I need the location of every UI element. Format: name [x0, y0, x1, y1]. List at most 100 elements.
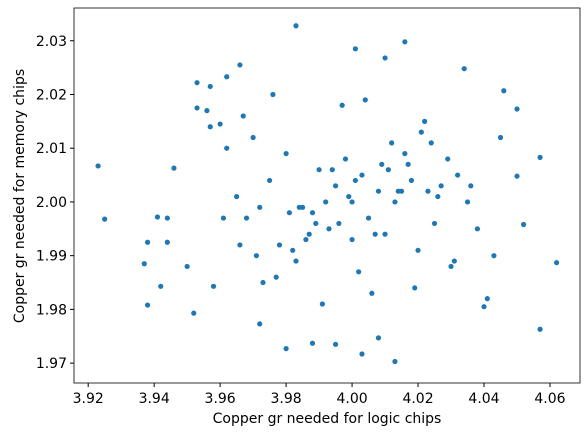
point — [319, 301, 325, 307]
point — [240, 113, 246, 119]
point — [286, 210, 292, 216]
point — [464, 199, 471, 205]
point — [342, 156, 349, 162]
point — [243, 215, 250, 221]
point — [95, 163, 101, 169]
point — [237, 62, 243, 68]
point — [171, 165, 177, 171]
y-tick-label: 1.98 — [36, 302, 67, 318]
y-tick-label: 1.99 — [36, 249, 67, 265]
point — [306, 231, 312, 237]
point — [481, 304, 487, 310]
y-tick-label: 2.01 — [36, 141, 67, 157]
point — [332, 183, 339, 189]
point — [293, 258, 299, 264]
point — [412, 285, 418, 291]
point — [520, 221, 527, 228]
y-tick-label: 1.97 — [36, 356, 67, 372]
point — [379, 161, 385, 167]
point — [313, 220, 319, 227]
point — [402, 150, 408, 157]
point — [415, 247, 421, 253]
point — [455, 172, 461, 178]
point — [224, 74, 230, 80]
point — [224, 145, 230, 151]
point — [362, 97, 368, 103]
point — [422, 118, 428, 124]
point — [428, 140, 434, 146]
point — [191, 310, 197, 316]
point — [448, 263, 454, 270]
point — [497, 134, 504, 141]
y-tick-label: 2.03 — [36, 34, 67, 50]
point — [514, 106, 520, 112]
point — [514, 173, 520, 179]
point — [445, 156, 451, 162]
point — [237, 242, 243, 248]
point — [184, 263, 190, 270]
point — [158, 283, 164, 289]
point — [339, 102, 345, 108]
point — [392, 199, 398, 205]
point — [537, 326, 543, 332]
point — [144, 302, 151, 308]
point — [553, 260, 560, 266]
point — [484, 296, 490, 302]
point — [332, 341, 339, 347]
point — [365, 215, 372, 221]
point — [501, 88, 507, 94]
point — [141, 261, 147, 267]
point — [290, 247, 296, 253]
point — [250, 134, 256, 141]
point — [293, 23, 299, 29]
point — [283, 346, 289, 352]
x-tick-label: 3.94 — [139, 391, 170, 407]
point — [194, 80, 200, 86]
point — [257, 321, 263, 327]
point — [296, 204, 302, 210]
point — [408, 177, 415, 184]
x-tick-label: 3.92 — [73, 391, 104, 407]
point — [395, 188, 401, 194]
point — [431, 220, 438, 227]
point — [537, 154, 543, 160]
x-tick-label: 4.06 — [534, 391, 565, 407]
point — [352, 177, 358, 184]
point — [102, 216, 108, 222]
point — [405, 161, 411, 167]
point — [425, 188, 431, 194]
x-tick-label: 3.98 — [271, 391, 302, 407]
point — [418, 129, 424, 135]
point — [349, 199, 355, 205]
point — [276, 242, 283, 248]
point — [372, 231, 378, 237]
point — [154, 214, 161, 220]
point — [220, 215, 227, 221]
x-tick-label: 3.96 — [205, 391, 236, 407]
point — [352, 46, 358, 52]
point — [326, 226, 332, 232]
point — [451, 258, 457, 264]
y-tick-label: 2.02 — [36, 87, 67, 103]
point — [468, 183, 474, 189]
y-axis-label: Copper gr needed for memory chips — [12, 69, 28, 323]
point — [283, 150, 289, 157]
plot-frame — [73, 7, 581, 384]
point — [164, 239, 170, 245]
point — [491, 253, 497, 259]
point — [144, 239, 151, 245]
point — [359, 351, 365, 357]
point — [369, 290, 375, 296]
point — [234, 193, 240, 200]
point — [346, 193, 352, 200]
point — [356, 269, 362, 275]
point — [323, 199, 329, 205]
point — [316, 167, 322, 173]
point — [435, 193, 441, 200]
point — [204, 108, 210, 114]
point — [273, 274, 279, 280]
x-tick-label: 4.02 — [402, 391, 433, 407]
point — [375, 188, 382, 194]
point — [349, 236, 355, 243]
point — [303, 236, 309, 243]
